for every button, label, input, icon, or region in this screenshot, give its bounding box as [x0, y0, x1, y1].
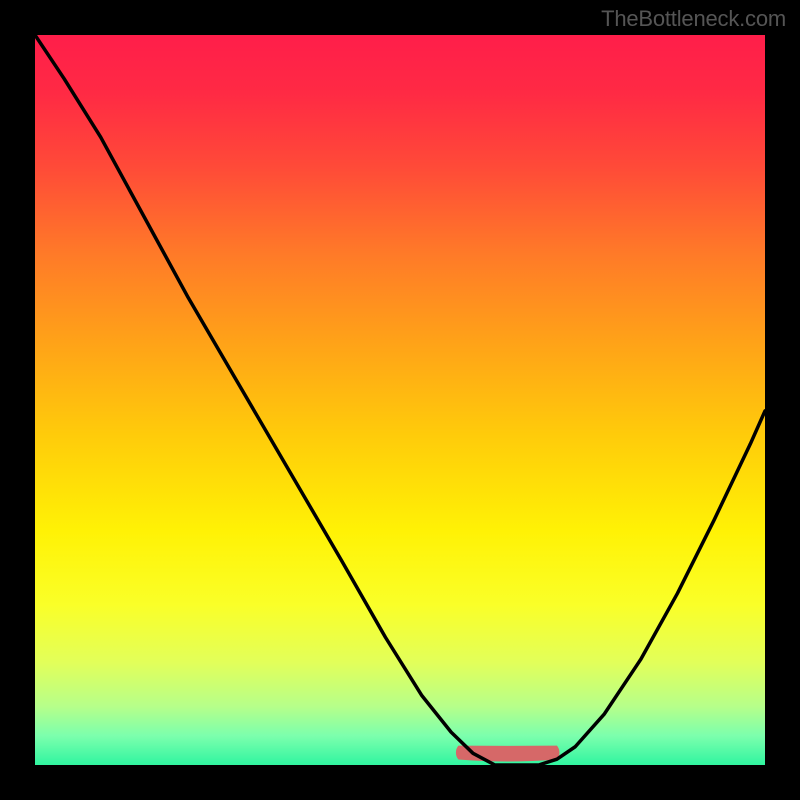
bottleneck-chart — [35, 35, 765, 765]
watermark-text: TheBottleneck.com — [601, 6, 786, 32]
bottleneck-curve — [35, 35, 765, 765]
chart-svg-layer — [35, 35, 765, 765]
